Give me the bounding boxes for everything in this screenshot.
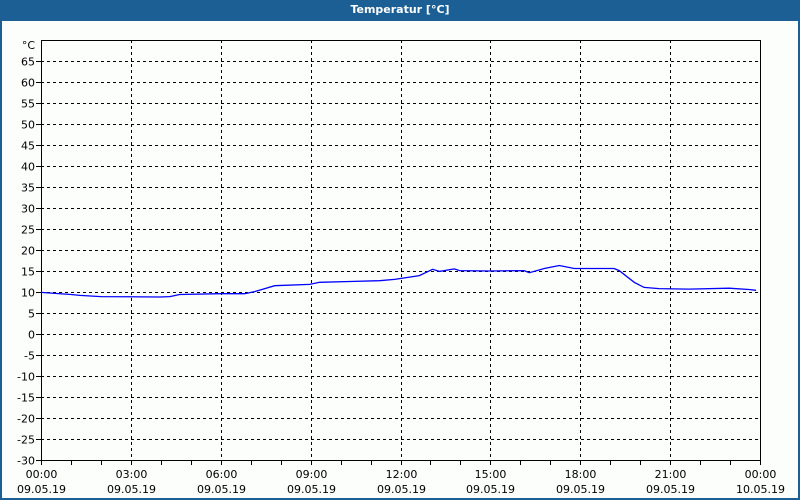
y-tick-label: 45 — [21, 140, 35, 153]
y-tick-label: -25 — [17, 434, 35, 447]
y-tick-label: -20 — [17, 413, 35, 426]
x-tick-date: 09.05.19 — [17, 483, 66, 496]
y-tick-label: 5 — [28, 308, 35, 321]
y-tick-label: 40 — [21, 161, 35, 174]
x-tick-time: 00:00 — [26, 468, 58, 481]
temperature-chart: 65605550454035302520151050-5-10-15-20-25… — [17, 39, 785, 496]
y-tick-label: 50 — [21, 119, 35, 132]
window-title: Temperatur [°C] — [350, 3, 450, 16]
x-tick-time: 18:00 — [565, 468, 597, 481]
x-tick-date: 09.05.19 — [556, 483, 605, 496]
x-tick-date: 09.05.19 — [107, 483, 156, 496]
y-tick-label: -5 — [24, 350, 35, 363]
x-tick-date: 09.05.19 — [466, 483, 515, 496]
y-tick-label: 15 — [21, 266, 35, 279]
y-tick-label: 65 — [21, 56, 35, 69]
y-tick-label: 35 — [21, 182, 35, 195]
x-tick-date: 09.05.19 — [646, 483, 695, 496]
x-tick-time: 09:00 — [296, 468, 328, 481]
y-tick-label: -30 — [17, 455, 35, 468]
y-tick-label: -15 — [17, 392, 35, 405]
y-tick-label: 25 — [21, 224, 35, 237]
chart-area: 65 60 55 50 45 40 35 30 25 20 15 10 5 0 -5 -10 -15 -20 -25… — [2, 21, 798, 498]
y-tick-label: -10 — [17, 371, 35, 384]
x-tick-time: 15:00 — [475, 468, 507, 481]
y-tick-label: 30 — [21, 203, 35, 216]
x-tick-date: 09.05.19 — [197, 483, 246, 496]
y-tick-label: 60 — [21, 77, 35, 90]
x-tick-time: 06:00 — [206, 468, 238, 481]
y-tick-label: 0 — [28, 329, 35, 342]
x-tick-time: 21:00 — [655, 468, 687, 481]
x-tick-date: 10.05.19 — [736, 483, 785, 496]
x-tick-time: 12:00 — [386, 468, 418, 481]
plot-frame — [41, 40, 761, 461]
y-tick-label: 55 — [21, 98, 35, 111]
x-tick-date: 09.05.19 — [287, 483, 336, 496]
x-tick-time: 00:00 — [745, 468, 777, 481]
temperature-line — [40, 264, 757, 298]
y-axis-unit: °C — [22, 39, 36, 52]
x-tick-time: 03:00 — [116, 468, 148, 481]
y-tick-label: 10 — [21, 287, 35, 300]
x-tick-date: 09.05.19 — [377, 483, 426, 496]
y-tick-label: 20 — [21, 245, 35, 258]
